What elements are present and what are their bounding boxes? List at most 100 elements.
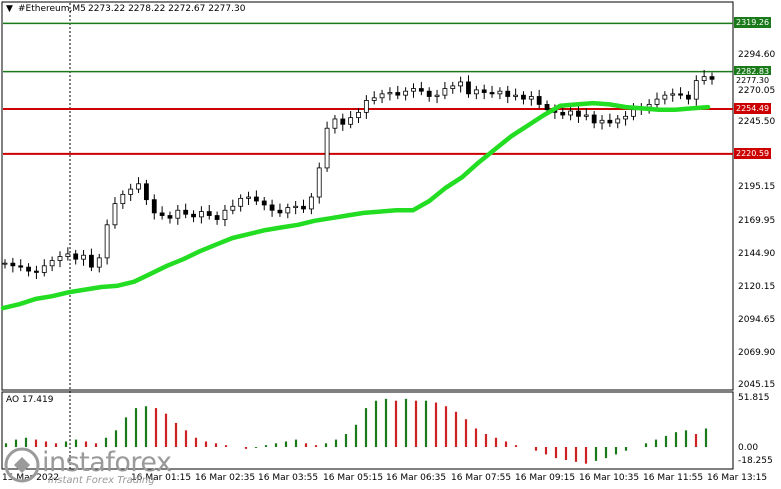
- candle-body: [34, 270, 39, 273]
- candle-body: [41, 265, 47, 273]
- y-axis-label: 2169.95: [738, 216, 776, 226]
- instaforex-logo: instaforex Instant Forex Trading: [4, 445, 180, 487]
- candle-body: [513, 94, 519, 97]
- candle-body: [418, 88, 424, 92]
- x-axis-label: 16 Mar 03:55: [258, 473, 319, 483]
- candle-body: [112, 203, 118, 226]
- candle-body: [175, 209, 181, 219]
- candle-body: [670, 93, 676, 96]
- candle-body: [693, 80, 699, 100]
- ao-pane-frame: [1, 391, 734, 470]
- candle-body: [403, 90, 409, 96]
- candle-body: [222, 209, 228, 220]
- candle-body: [591, 114, 597, 124]
- candle-body: [26, 266, 31, 272]
- candle-body: [159, 212, 165, 216]
- candle-body: [434, 94, 440, 97]
- y-axis-label: 2270.05: [738, 86, 776, 96]
- candle-body: [2, 262, 8, 265]
- candle-body: [246, 196, 251, 199]
- symbol-title: #Ethereum,M5: [18, 4, 86, 14]
- candle-body: [332, 118, 338, 129]
- x-axis-label: 16 Mar 06:35: [386, 473, 447, 483]
- dropdown-arrow-icon[interactable]: ▼: [6, 4, 13, 14]
- candle-body: [89, 254, 94, 268]
- candle-body: [253, 196, 259, 202]
- candle-body: [576, 110, 581, 117]
- candle-body: [379, 93, 385, 99]
- candle-body: [497, 90, 503, 95]
- candle-body: [356, 111, 361, 119]
- candle-body: [301, 205, 306, 210]
- candle-body: [316, 167, 322, 198]
- candle-body: [536, 96, 542, 105]
- candle-body: [505, 90, 511, 97]
- x-axis-label: 16 Mar 05:15: [323, 473, 384, 483]
- ao-min-label: -18.255: [738, 456, 773, 466]
- y-axis-label: 2195.15: [738, 182, 776, 192]
- candle-body: [489, 92, 495, 95]
- candle-body: [73, 253, 79, 260]
- ao-max-label: 51.815: [738, 393, 770, 403]
- price-tag-resistance-2: 2282.83: [734, 66, 772, 77]
- y-axis-label: 2120.15: [738, 282, 776, 292]
- candle-body: [81, 254, 86, 260]
- candle-body: [128, 188, 134, 195]
- candle-body: [615, 118, 621, 124]
- candle-body: [277, 209, 283, 214]
- candle-body: [340, 118, 346, 125]
- candle-body: [662, 94, 668, 100]
- candle-body: [560, 111, 566, 116]
- candle-body: [261, 200, 267, 206]
- candle-body: [230, 205, 236, 211]
- y-axis-label: 2069.90: [738, 348, 776, 358]
- candle-body: [269, 204, 275, 211]
- candle-body: [387, 92, 393, 95]
- candle-body: [285, 207, 291, 214]
- x-axis-label: 16 Mar 02:35: [195, 473, 256, 483]
- candle-body: [363, 100, 369, 113]
- candle-body: [654, 98, 660, 105]
- x-axis-label: 16 Mar 13:15: [707, 473, 768, 483]
- candle-body: [544, 104, 550, 111]
- y-axis-label: 2094.65: [738, 315, 776, 325]
- candle-body: [65, 253, 71, 257]
- price-tag-resistance-top: 2319.26: [734, 17, 772, 28]
- candle-body: [371, 97, 377, 101]
- candle-body: [473, 89, 479, 95]
- candle-body: [10, 262, 16, 267]
- candle-body: [96, 257, 102, 268]
- price-tag-support-1: 2254.49: [734, 103, 772, 114]
- candle-body: [481, 89, 487, 93]
- x-axis-label: 16 Mar 01:15: [131, 473, 192, 483]
- candle-body: [151, 199, 157, 214]
- candle-body: [136, 183, 141, 190]
- candle-body: [442, 88, 448, 96]
- candle-body: [395, 92, 401, 96]
- ohlc-readout: 2273.22 2278.22 2272.67 2277.30: [88, 4, 246, 14]
- moving-average-line: [0, 100, 711, 311]
- candle-body: [631, 109, 636, 117]
- y-axis-label: 2045.15: [738, 380, 776, 390]
- candle-body: [528, 96, 534, 100]
- candle-body: [104, 224, 110, 259]
- candle-body: [686, 94, 691, 100]
- candle-body: [120, 193, 126, 205]
- candle-body: [709, 76, 715, 80]
- x-axis-label: 16 Mar 11:55: [643, 473, 704, 483]
- candle-body: [238, 197, 244, 207]
- candle-body: [411, 88, 416, 92]
- candle-body: [324, 127, 330, 169]
- logo-wordmark: instaforex: [42, 447, 172, 478]
- x-axis-label: 16 Mar 09:15: [515, 473, 576, 483]
- ao-zero-label: 0.00: [738, 443, 759, 453]
- y-axis-label: 2144.90: [738, 249, 776, 259]
- candle-body: [198, 211, 204, 218]
- candle-body: [607, 119, 613, 124]
- candle-body: [293, 205, 299, 209]
- candle-body: [450, 85, 456, 89]
- price-tag-current: 2277.30: [734, 75, 772, 86]
- candle-body: [426, 90, 432, 97]
